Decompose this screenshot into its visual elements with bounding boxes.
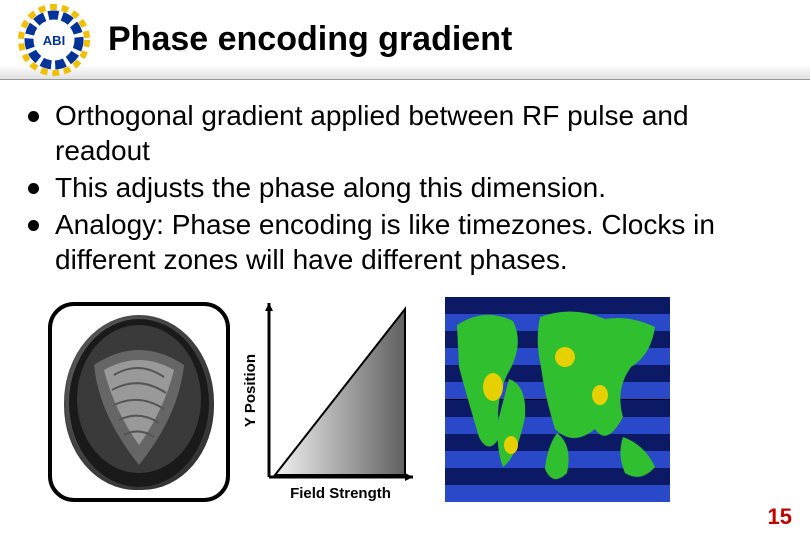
brain-image-frame xyxy=(48,302,230,502)
globe-landmass xyxy=(445,297,670,502)
page-number: 15 xyxy=(768,504,792,530)
brain-mri-image xyxy=(64,315,214,490)
bullet-item: Orthogonal gradient applied between RF p… xyxy=(28,98,782,168)
bullet-text: This adjusts the phase along this dimens… xyxy=(55,170,606,205)
bullet-dot-icon xyxy=(28,183,39,194)
abi-logo: ABI xyxy=(18,4,90,76)
bullet-item: This adjusts the phase along this dimens… xyxy=(28,170,782,205)
chart-y-axis-label: Y Position xyxy=(242,354,259,427)
chart-plot-area xyxy=(265,301,415,481)
timezone-globe xyxy=(445,297,670,502)
bullet-dot-icon xyxy=(28,220,39,231)
bullet-item: Analogy: Phase encoding is like timezone… xyxy=(28,207,782,277)
chart-x-axis-label: Field Strength xyxy=(290,485,391,502)
bullet-text: Orthogonal gradient applied between RF p… xyxy=(55,98,782,168)
slide-title: Phase encoding gradient xyxy=(108,20,512,59)
figures-row: Y Position Field Strength xyxy=(0,297,810,502)
logo-text: ABI xyxy=(43,33,65,48)
bullet-text: Analogy: Phase encoding is like timezone… xyxy=(55,207,782,277)
field-strength-chart: Y Position Field Strength xyxy=(242,301,415,502)
bullet-list: Orthogonal gradient applied between RF p… xyxy=(0,80,810,289)
slide-header: ABI Phase encoding gradient xyxy=(0,0,810,80)
bullet-dot-icon xyxy=(28,111,39,122)
gradient-triangle xyxy=(275,309,405,475)
